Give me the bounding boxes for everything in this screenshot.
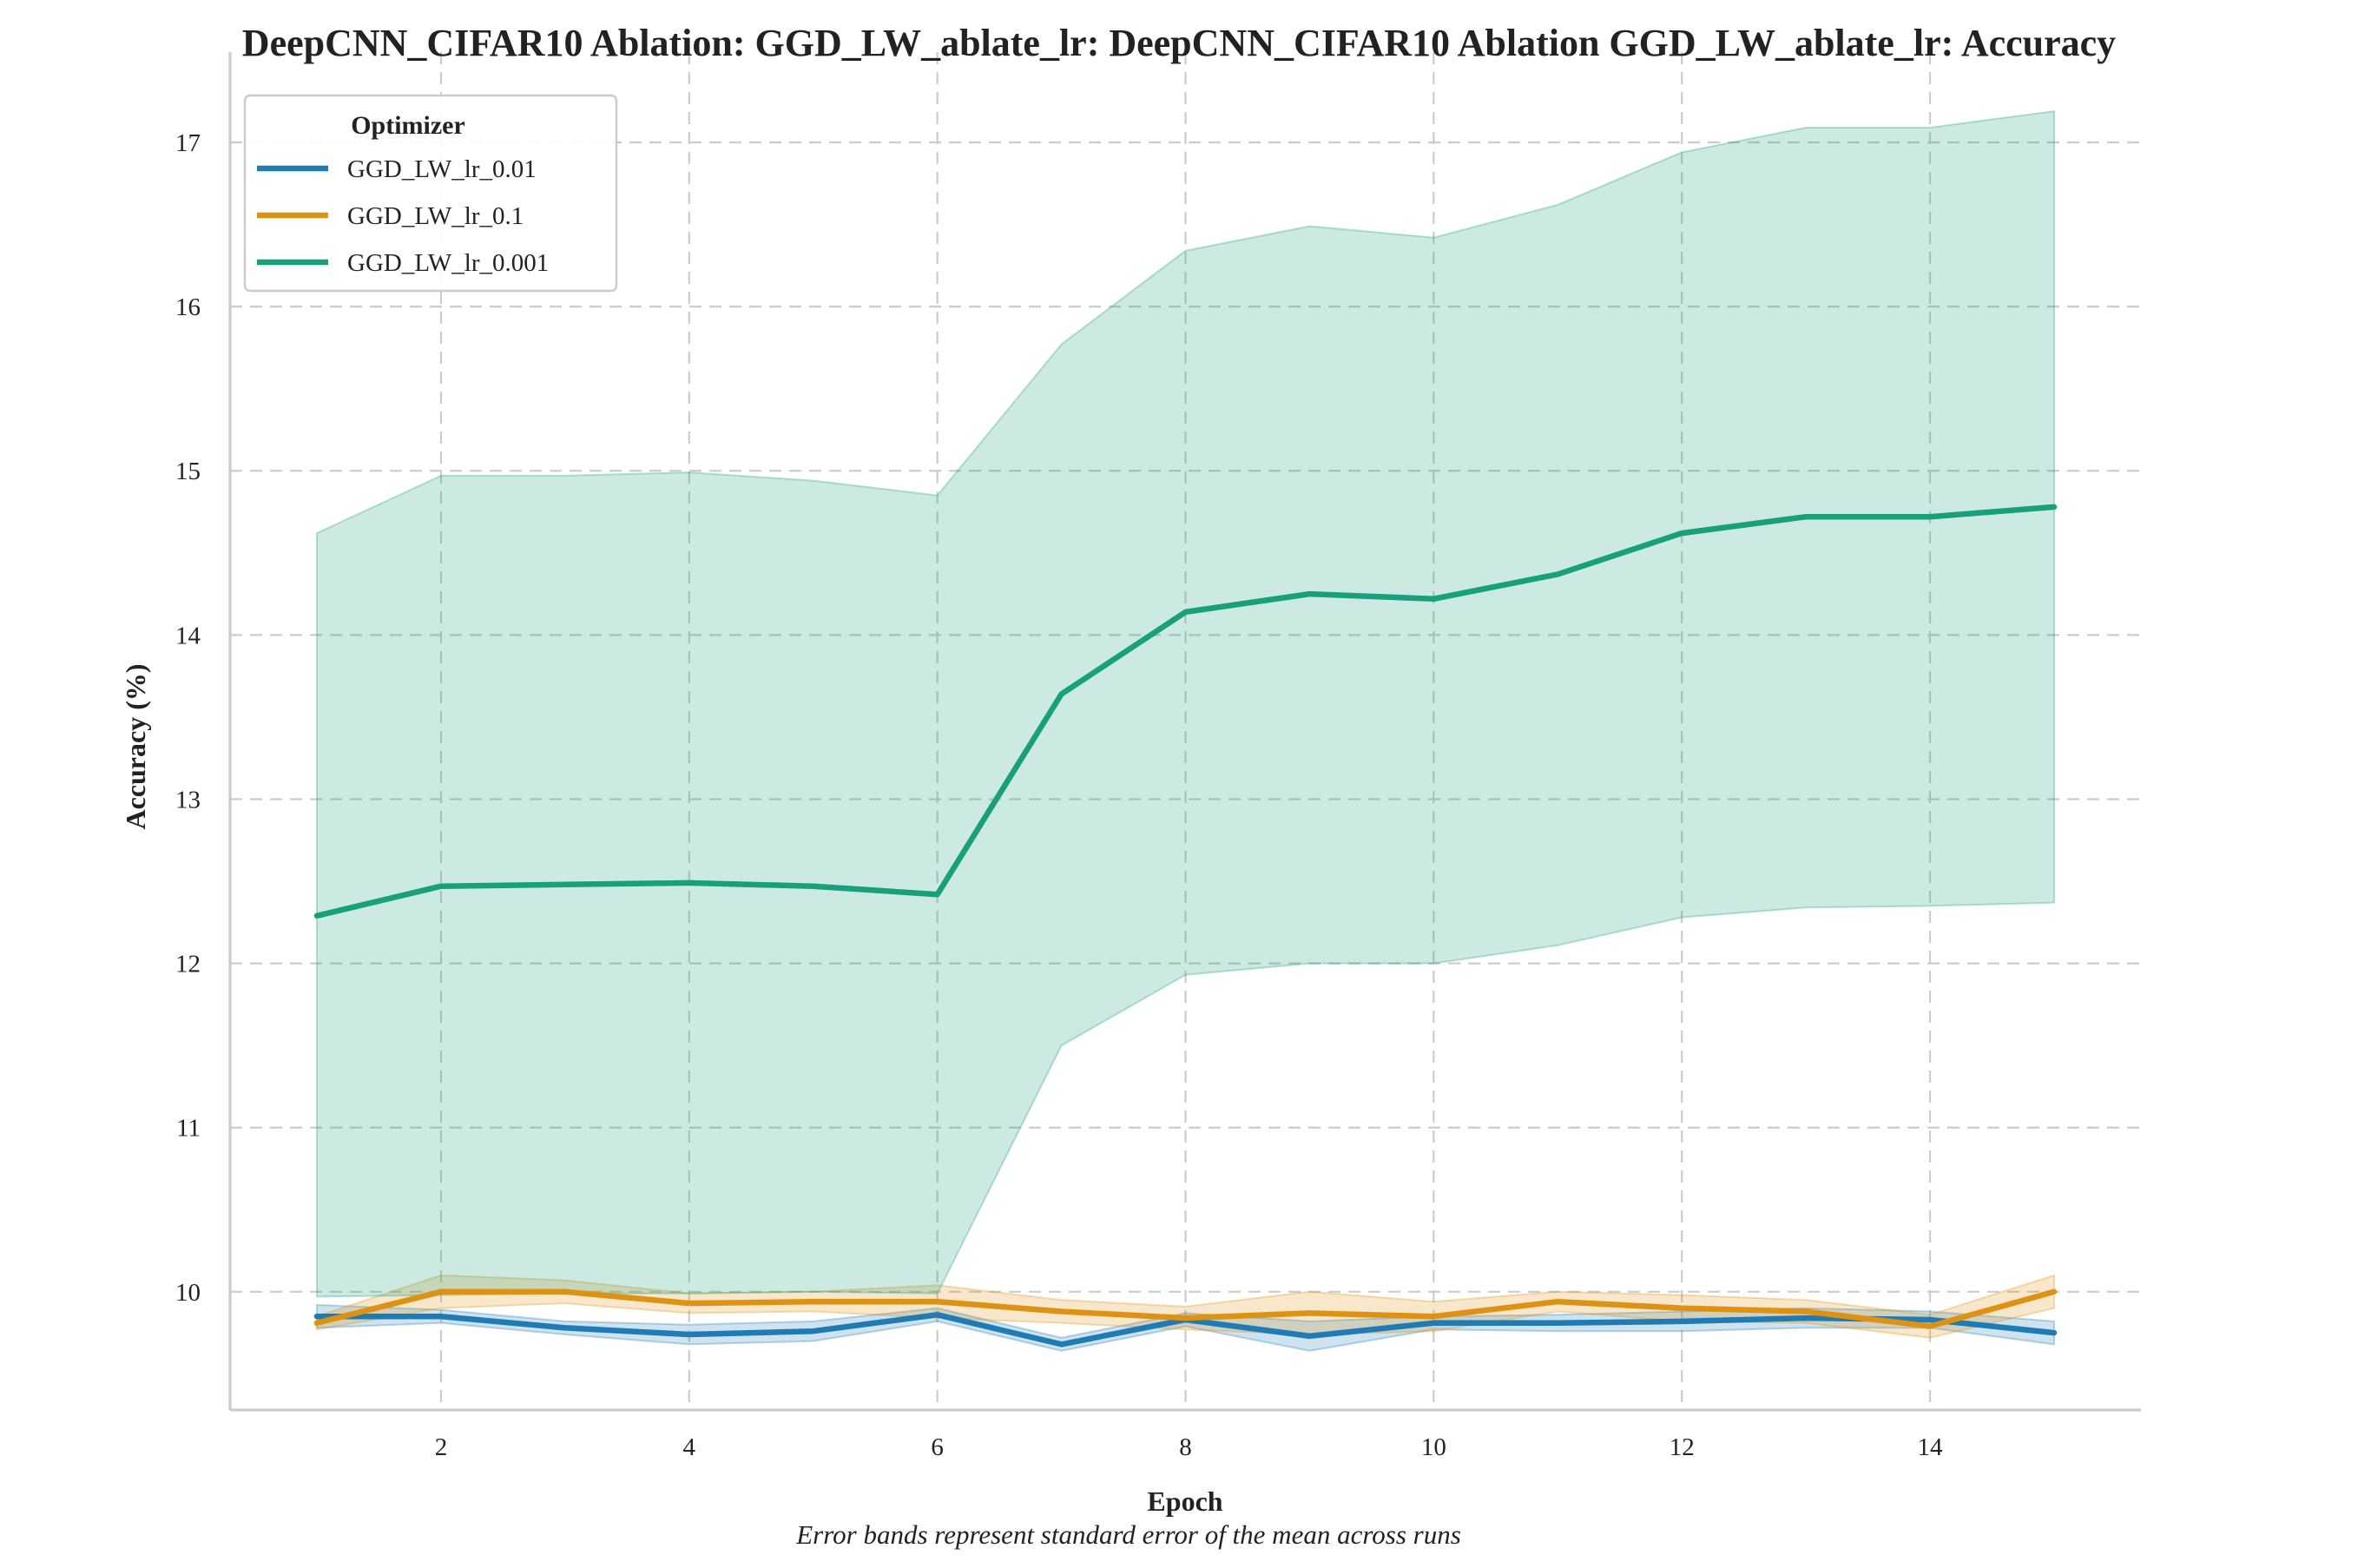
legend-label: GGD_LW_lr_0.001 — [347, 249, 549, 277]
series-line — [313, 1288, 2058, 1329]
y-tick-label: 10 — [175, 1279, 201, 1307]
legend-box — [243, 94, 618, 293]
y-tick-label: 14 — [175, 622, 201, 649]
y-tick-label: 11 — [176, 1115, 201, 1143]
chart-caption: Error bands represent standard error of … — [795, 1519, 1461, 1550]
x-tick-label: 12 — [1670, 1433, 1695, 1461]
x-tick-labels: 2 4 6 8 10 12 14 — [435, 1433, 1943, 1461]
x-tick-label: 4 — [683, 1433, 696, 1461]
x-tick-label: 8 — [1179, 1433, 1192, 1461]
error-band — [316, 1303, 2055, 1352]
x-tick-label: 14 — [1918, 1433, 1944, 1461]
x-tick-label: 6 — [931, 1433, 944, 1461]
y-axis-label: Accuracy (%) — [120, 663, 151, 829]
series-line — [313, 504, 2058, 919]
y-tick-labels: 10 11 12 13 14 15 16 17 — [175, 129, 201, 1307]
y-tick-label: 16 — [175, 293, 201, 321]
chart-title: DeepCNN_CIFAR10 Ablation: GGD_LW_ablate_… — [242, 22, 2116, 64]
legend-label: GGD_LW_lr_0.01 — [347, 155, 537, 183]
legend-title: Optimizer — [351, 111, 465, 140]
legend-items: GGD_LW_lr_0.01 GGD_LW_lr_0.1 GGD_LW_lr_0.0… — [257, 155, 549, 277]
y-tick-label: 15 — [175, 458, 201, 485]
error-band — [316, 109, 2055, 1298]
legend: Optimizer GGD_LW_lr_0.01GGD_LW_lr_0.1GGD… — [243, 94, 618, 293]
y-tick-label: 12 — [175, 951, 201, 978]
legend-label: GGD_LW_lr_0.1 — [347, 202, 524, 230]
y-tick-label: 13 — [175, 786, 201, 814]
x-axis-label: Epoch — [1147, 1486, 1222, 1517]
x-tick-label: 10 — [1421, 1433, 1446, 1461]
series-lines — [313, 504, 2058, 1347]
x-tick-label: 2 — [435, 1433, 448, 1461]
y-tick-label: 17 — [175, 129, 201, 157]
